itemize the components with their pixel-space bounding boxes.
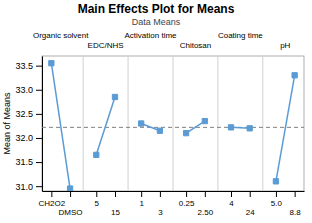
group-label: Activation time [125, 31, 178, 40]
x-tick-label: 24 [246, 208, 255, 217]
x-tick-label: CH2O2 [39, 199, 66, 208]
x-tick-label: 5 [95, 199, 100, 208]
x-tick: 5.0 [271, 191, 283, 208]
x-tick-mark [141, 191, 142, 197]
x-tick-mark [96, 191, 97, 197]
x-tick-mark [70, 191, 71, 197]
x-axis: CH2O2DMSO 5 15 1 3 0.252.50 4 24 5.0 8.8 [39, 191, 305, 217]
x-tick: 15 [111, 191, 120, 217]
y-tick: 32.0 [15, 133, 42, 143]
series-marker [273, 179, 278, 184]
x-axis-line [43, 191, 305, 192]
x-tick: CH2O2 [39, 191, 66, 208]
x-tick-label: 0.25 [179, 199, 195, 208]
x-tick: 4 [229, 191, 234, 208]
x-tick-label: 1 [139, 199, 144, 208]
group-divider [217, 56, 218, 191]
x-tick: 1 [139, 191, 144, 208]
series-marker [112, 94, 117, 99]
series-marker [183, 130, 188, 135]
x-tick-label: 2.50 [198, 208, 214, 217]
y-tick: 31.0 [15, 182, 42, 192]
series-marker [247, 126, 252, 131]
y-axis-title: Mean of Means [2, 92, 12, 155]
x-tick: 2.50 [198, 191, 214, 217]
y-tick: 32.5 [15, 109, 42, 119]
group-label: Coating time [218, 31, 263, 40]
series-marker [139, 121, 144, 126]
group-label: pH [280, 41, 290, 50]
y-tick: 31.5 [15, 157, 42, 167]
y-axis-line [42, 57, 43, 192]
group-labels: Organic solventEDC/NHSActivation timeChi… [33, 31, 291, 50]
x-tick: DMSO [59, 191, 83, 217]
group-label: Chitosan [180, 41, 212, 50]
y-tick: 33.0 [15, 85, 42, 95]
y-tick-label: 32.0 [15, 133, 33, 143]
x-tick-label: 3 [158, 208, 163, 217]
group-divider [83, 56, 84, 191]
x-tick-mark [295, 191, 296, 197]
y-tick-mark [36, 114, 42, 115]
x-tick-mark [51, 191, 52, 197]
y-tick-label: 32.5 [15, 109, 33, 119]
series-line [276, 75, 295, 181]
x-tick: 5 [95, 191, 100, 208]
series-marker [67, 186, 72, 191]
marks [42, 61, 304, 191]
x-tick-label: DMSO [59, 208, 83, 217]
x-tick-label: 4 [229, 199, 234, 208]
series-marker [49, 61, 54, 66]
x-tick-mark [186, 191, 187, 197]
y-tick-label: 33.5 [15, 61, 33, 71]
chart-subtitle: Data Means [132, 17, 181, 27]
group-divider [262, 56, 263, 191]
y-tick-label: 33.0 [15, 85, 33, 95]
plot-area: 31.0 31.5 32.0 32.5 33.0 33.5 CH2O2DMSO 5 15 1 3 0.… [15, 56, 304, 217]
series-line [51, 63, 70, 188]
chart-title: Main Effects Plot for Means [78, 2, 235, 16]
grand-mean-line [42, 127, 304, 128]
plot-frame [42, 56, 304, 191]
x-tick-mark [115, 191, 116, 197]
y-tick-label: 31.0 [15, 182, 33, 192]
x-tick-label: 15 [111, 208, 120, 217]
x-tick-label: 5.0 [271, 199, 283, 208]
x-tick-mark [276, 191, 277, 197]
group-label: EDC/NHS [88, 41, 124, 50]
group-divider [128, 56, 129, 191]
x-tick: 0.25 [179, 191, 195, 208]
group-label: Organic solvent [33, 31, 89, 40]
y-tick-mark [36, 162, 42, 163]
chart-svg: Main Effects Plot for MeansData Means 31.… [0, 0, 312, 223]
y-tick-mark [36, 66, 42, 67]
y-axis: 31.0 31.5 32.0 32.5 33.0 33.5 [15, 57, 42, 192]
group-dividers [83, 56, 263, 191]
x-tick-mark [231, 191, 232, 197]
y-tick-mark [36, 138, 42, 139]
x-tick-mark [205, 191, 206, 197]
x-tick: 3 [158, 191, 163, 217]
series-marker [157, 128, 162, 133]
y-tick-label: 31.5 [15, 157, 33, 167]
y-tick: 33.5 [15, 61, 42, 71]
series-marker [228, 125, 233, 130]
x-tick: 24 [246, 191, 255, 217]
series-marker [94, 152, 99, 157]
x-tick-mark [160, 191, 161, 197]
x-tick-label: 8.8 [290, 208, 302, 217]
series-line [96, 97, 115, 155]
group-divider [173, 56, 174, 191]
y-tick-mark [36, 186, 42, 187]
x-tick-mark [250, 191, 251, 197]
series-marker [292, 73, 297, 78]
y-tick-mark [36, 90, 42, 91]
x-tick: 8.8 [290, 191, 302, 217]
series-marker [202, 118, 207, 123]
